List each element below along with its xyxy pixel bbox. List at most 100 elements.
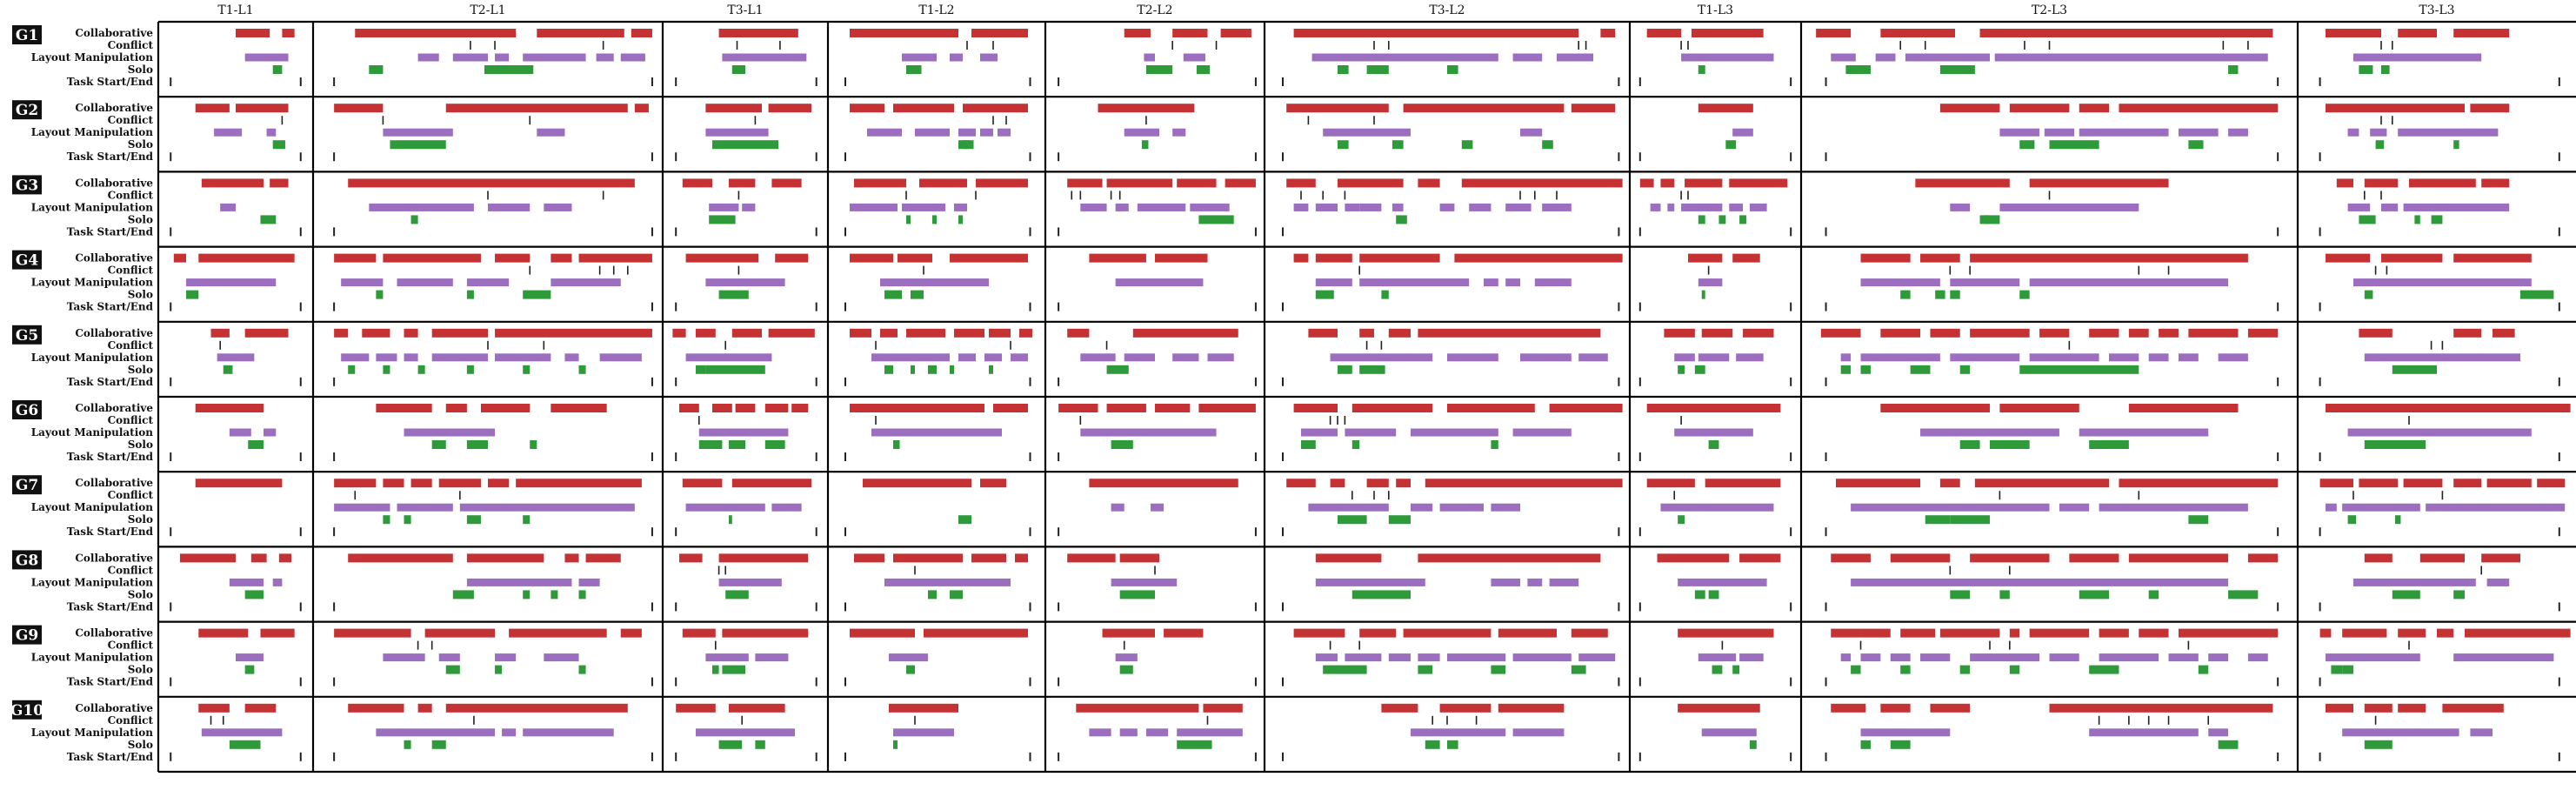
solo-bar xyxy=(911,365,915,374)
collaborative-bar xyxy=(1315,553,1382,563)
row-label-collaborative: Collaborative xyxy=(75,702,153,714)
collaborative-bar xyxy=(1403,628,1492,638)
collaborative-bar xyxy=(1549,404,1623,412)
row-label-conflict: Conflict xyxy=(108,414,154,426)
layout-manipulation-bar xyxy=(1840,353,1852,362)
row-label-layout-manipulation: Layout Manipulation xyxy=(31,126,154,138)
solo-bar xyxy=(484,65,534,74)
solo-bar xyxy=(2431,215,2443,224)
solo-bar xyxy=(1491,665,1506,674)
collaborative-bar xyxy=(362,328,390,338)
group-label-g8: G8 xyxy=(16,552,38,569)
collaborative-bar xyxy=(1816,29,1852,37)
solo-bar xyxy=(1701,290,1705,299)
layout-manipulation-bar xyxy=(2099,503,2248,512)
solo-bar xyxy=(1119,590,1155,599)
solo-bar xyxy=(2049,140,2099,150)
collaborative-bar xyxy=(863,479,971,488)
collaborative-bar xyxy=(1098,104,1195,113)
collaborative-bar xyxy=(1418,178,1440,188)
collaborative-bar xyxy=(682,178,712,188)
layout-manipulation-bar xyxy=(397,278,453,287)
layout-manipulation-bar xyxy=(1970,653,2040,662)
collaborative-bar xyxy=(2247,553,2279,563)
collaborative-bar xyxy=(1691,29,1764,37)
collaborative-bar xyxy=(2119,479,2279,488)
layout-manipulation-bar xyxy=(334,503,390,512)
layout-manipulation-bar xyxy=(466,578,572,586)
solo-bar xyxy=(495,665,503,674)
solo-bar xyxy=(431,740,446,749)
layout-manipulation-bar xyxy=(272,578,283,586)
collaborative-bar xyxy=(236,29,270,37)
collaborative-bar xyxy=(1330,479,1345,488)
solo-bar xyxy=(1447,65,1458,74)
collaborative-bar xyxy=(334,479,377,488)
solo-bar xyxy=(186,290,199,299)
solo-bar xyxy=(1338,140,1349,150)
collaborative-bar xyxy=(1089,253,1146,263)
collaborative-bar xyxy=(950,253,1028,263)
layout-manipulation-bar xyxy=(958,353,976,362)
collaborative-bar xyxy=(1974,479,2110,488)
collaborative-bar xyxy=(1860,628,1891,638)
collaborative-bar xyxy=(1880,328,1921,338)
collaborative-bar xyxy=(445,104,628,113)
solo-bar xyxy=(1315,290,1334,299)
layout-manipulation-bar xyxy=(2089,728,2199,737)
layout-manipulation-bar xyxy=(537,128,565,137)
solo-bar xyxy=(1119,665,1133,674)
collaborative-bar xyxy=(971,553,1006,563)
collaborative-bar xyxy=(2069,553,2119,563)
layout-manipulation-bar xyxy=(1512,428,1572,437)
solo-bar xyxy=(383,365,390,374)
collaborative-bar xyxy=(2159,328,2179,338)
collaborative-bar xyxy=(1930,703,1971,713)
collaborative-bar xyxy=(2319,628,2332,638)
layout-manipulation-bar xyxy=(1115,203,1129,211)
collaborative-bar xyxy=(1498,628,1557,638)
row-label-conflict: Conflict xyxy=(108,339,154,352)
collaborative-bar xyxy=(1835,479,1921,488)
collaborative-bar xyxy=(620,628,642,638)
solo-bar xyxy=(928,590,937,599)
row-label-layout-manipulation: Layout Manipulation xyxy=(31,426,154,439)
collaborative-bar xyxy=(1396,479,1411,488)
collaborative-bar xyxy=(1220,29,1251,37)
row-label-task-start-end: Task Start/End xyxy=(67,600,154,613)
layout-manipulation-bar xyxy=(1330,353,1433,362)
layout-manipulation-bar xyxy=(2370,128,2387,137)
layout-manipulation-bar xyxy=(1359,278,1470,287)
solo-bar xyxy=(1351,440,1360,449)
layout-manipulation-bar xyxy=(1137,203,1186,211)
collaborative-bar xyxy=(1705,479,1781,488)
row-label-solo: Solo xyxy=(128,513,153,526)
layout-manipulation-bar xyxy=(264,428,277,437)
layout-manipulation-bar xyxy=(266,128,277,137)
layout-manipulation-bar xyxy=(2099,653,2159,662)
layout-manipulation-bar xyxy=(578,578,600,586)
solo-bar xyxy=(272,140,285,150)
layout-manipulation-bar xyxy=(1190,203,1230,211)
layout-manipulation-bar xyxy=(217,353,255,362)
collaborative-bar xyxy=(850,253,893,263)
collaborative-bar xyxy=(1698,104,1753,113)
collaborative-bar xyxy=(578,253,652,263)
solo-bar xyxy=(466,440,488,449)
layout-manipulation-bar xyxy=(1736,353,1764,362)
collaborative-bar xyxy=(1454,253,1623,263)
solo-bar xyxy=(2364,290,2373,299)
solo-bar xyxy=(989,365,993,374)
collaborative-bar xyxy=(1701,328,1733,338)
layout-manipulation-bar xyxy=(2381,203,2399,211)
collaborative-bar xyxy=(1820,328,1861,338)
collaborative-bar xyxy=(2481,178,2510,188)
collaborative-bar xyxy=(850,404,984,412)
layout-manipulation-bar xyxy=(1345,428,1397,437)
row-label-task-start-end: Task Start/End xyxy=(67,225,154,238)
solo-bar xyxy=(431,440,446,449)
solo-bar xyxy=(466,290,474,299)
layout-manipulation-bar xyxy=(958,128,976,137)
collaborative-bar xyxy=(1293,29,1579,37)
collaborative-bar xyxy=(195,479,283,488)
